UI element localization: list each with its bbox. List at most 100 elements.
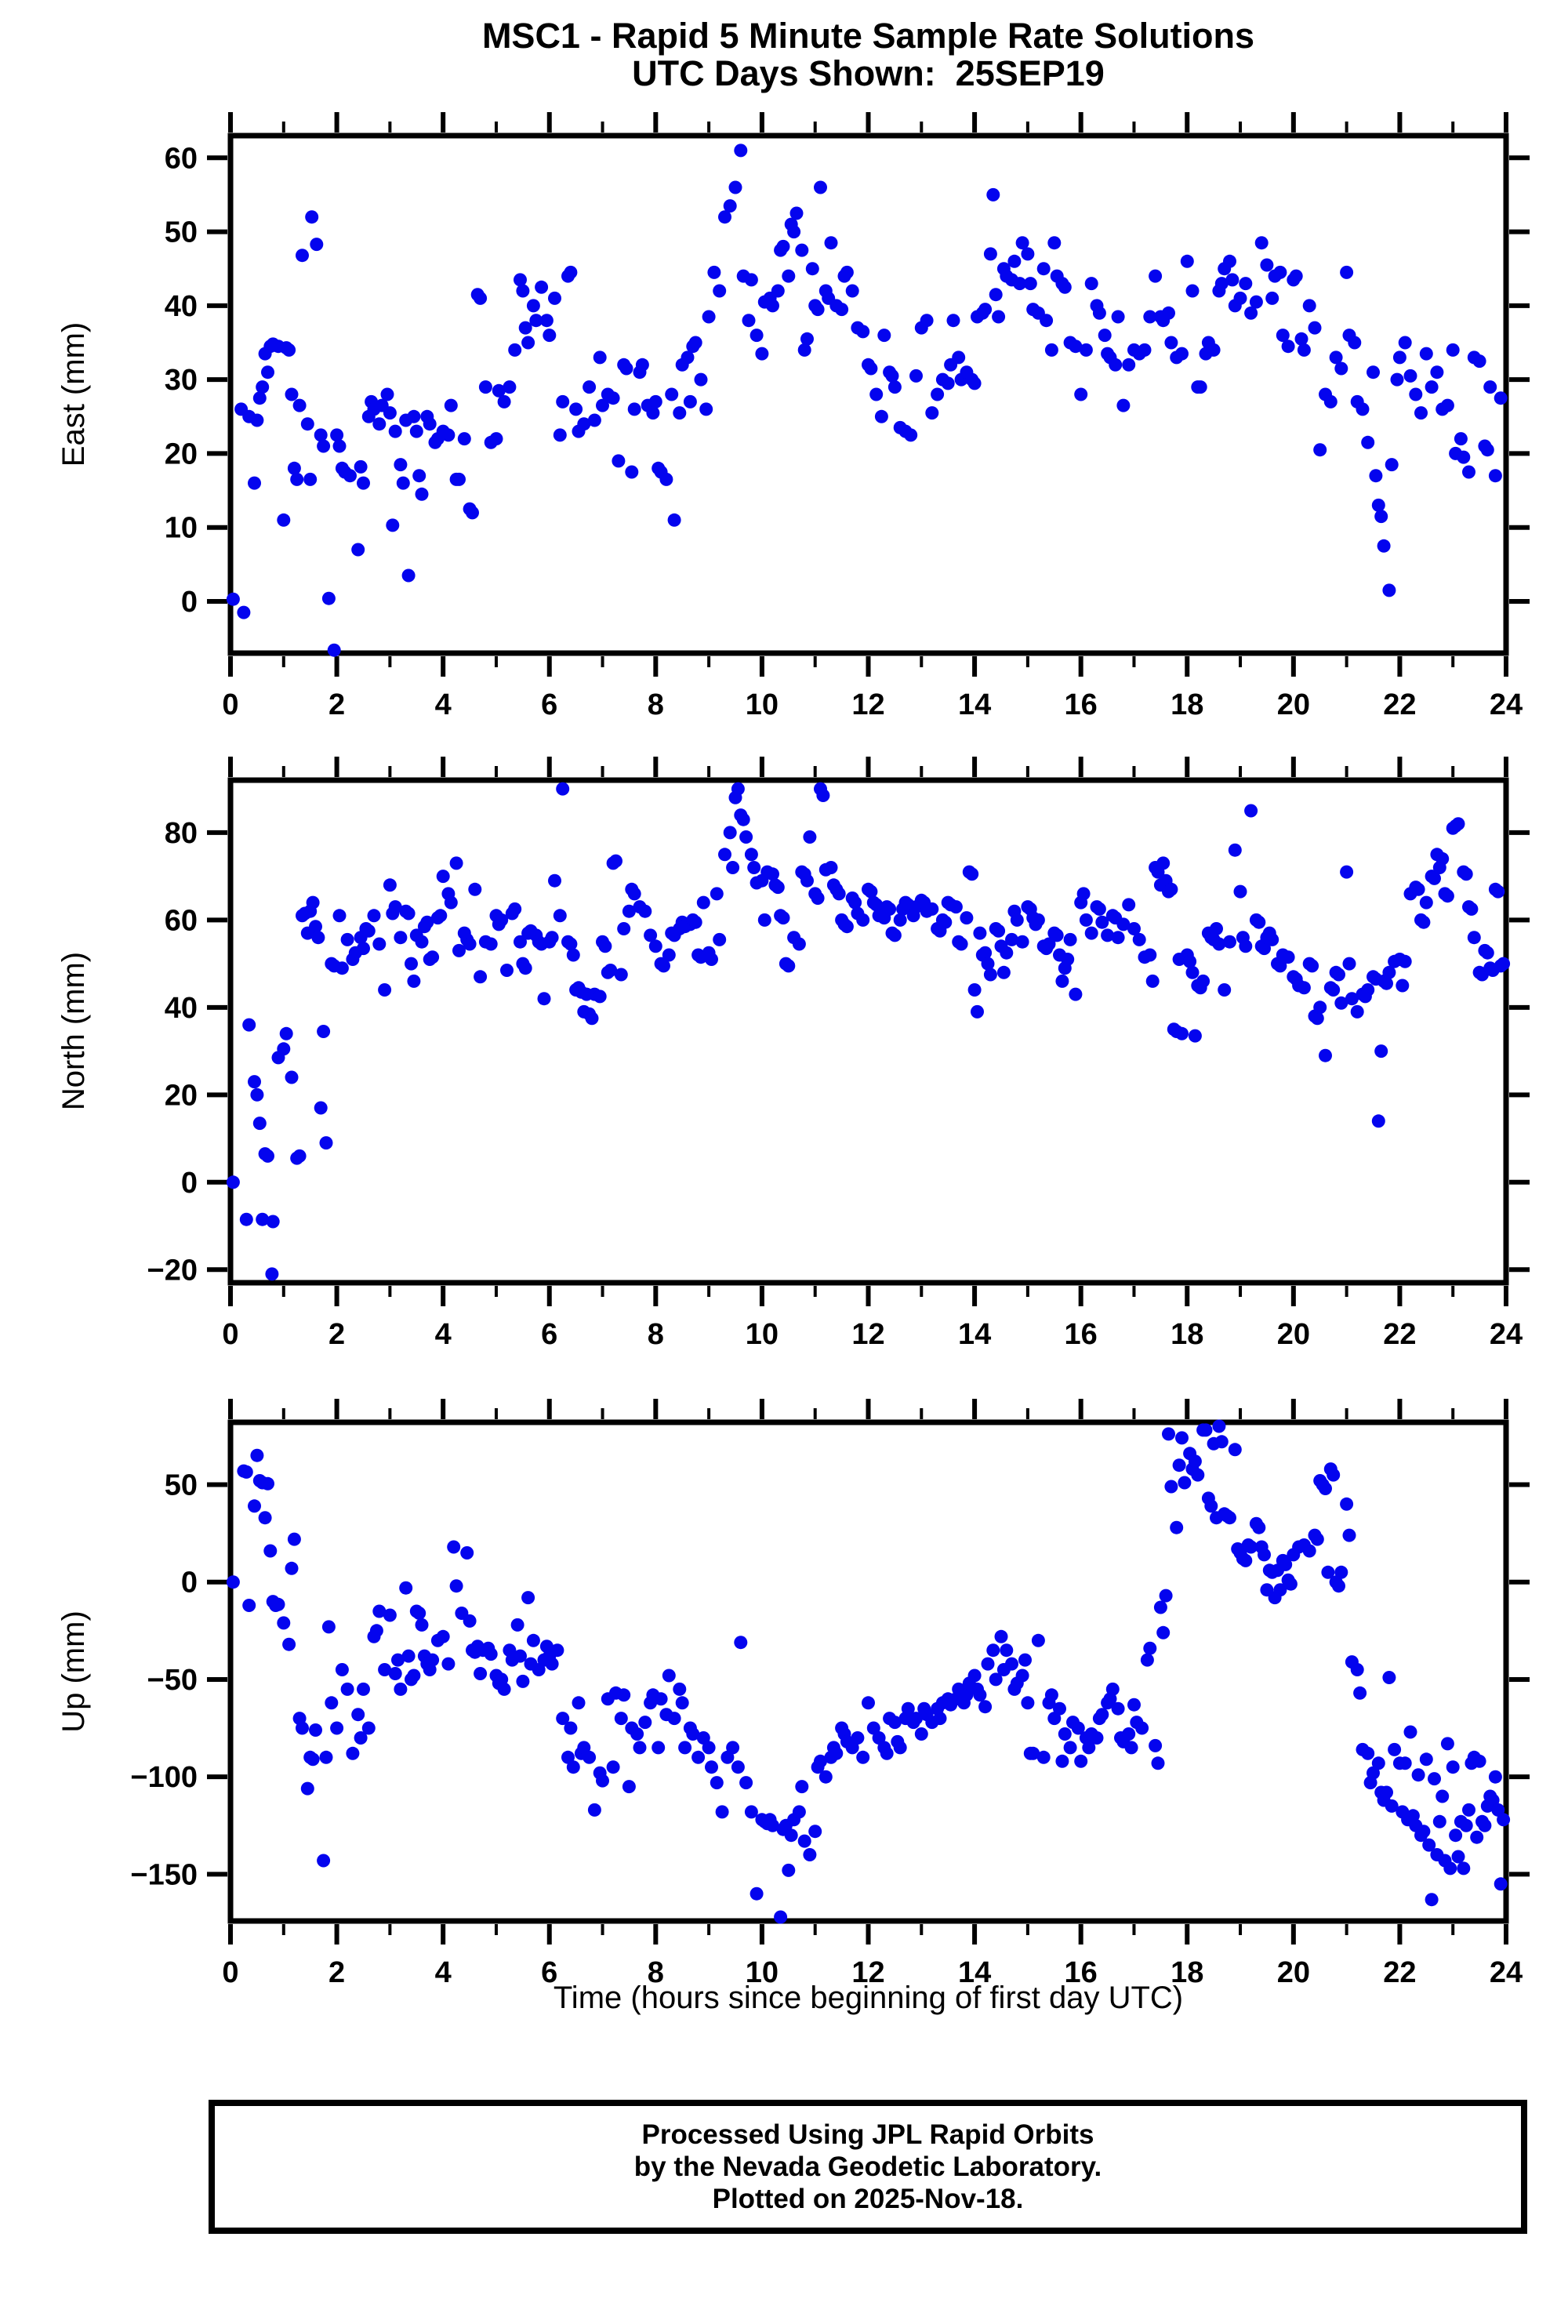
scatter-point bbox=[1382, 583, 1396, 597]
scatter-point bbox=[1371, 1756, 1385, 1770]
scatter-point bbox=[1092, 902, 1106, 916]
scatter-point bbox=[1084, 926, 1098, 940]
scatter-point bbox=[954, 937, 968, 951]
scatter-point bbox=[1124, 1741, 1138, 1755]
scatter-point bbox=[1283, 1577, 1298, 1591]
scatter-point bbox=[1480, 946, 1494, 960]
scatter-point bbox=[277, 1042, 291, 1056]
scatter-point bbox=[1233, 291, 1247, 305]
scatter-point bbox=[1398, 954, 1412, 968]
scatter-point bbox=[1145, 974, 1160, 988]
scatter-point bbox=[285, 1070, 299, 1084]
y-tick-label: 20 bbox=[165, 1079, 198, 1112]
scatter-point bbox=[1199, 1423, 1213, 1437]
scatter-point bbox=[401, 906, 416, 921]
scatter-point bbox=[474, 1667, 488, 1680]
scatter-point bbox=[776, 239, 790, 253]
scatter-point bbox=[497, 1682, 511, 1696]
scatter-point bbox=[1044, 343, 1058, 357]
scatter-point bbox=[688, 915, 702, 929]
scatter-point bbox=[766, 1818, 779, 1832]
scatter-point bbox=[869, 387, 884, 401]
scatter-point bbox=[1361, 435, 1375, 449]
y-tick-label: 0 bbox=[181, 1567, 198, 1600]
scatter-point bbox=[394, 458, 408, 472]
scatter-point bbox=[412, 1607, 426, 1620]
scatter-point bbox=[648, 939, 662, 953]
scatter-point bbox=[1178, 1476, 1192, 1490]
scatter-point bbox=[372, 937, 387, 951]
scatter-point bbox=[332, 439, 347, 453]
scatter-point bbox=[309, 1723, 322, 1737]
scatter-point bbox=[622, 1780, 636, 1794]
scatter-point bbox=[710, 1776, 724, 1790]
scatter-point bbox=[1273, 265, 1287, 279]
scatter-point bbox=[1417, 1825, 1431, 1839]
scatter-point bbox=[1302, 299, 1316, 313]
x-tick-label: 8 bbox=[648, 1318, 664, 1351]
scatter-point bbox=[330, 1721, 344, 1735]
scatter-point bbox=[678, 1741, 692, 1755]
scatter-point bbox=[978, 303, 993, 317]
scatter-point bbox=[718, 848, 731, 862]
scatter-point bbox=[277, 1616, 291, 1630]
scatter-point bbox=[401, 1649, 416, 1663]
scatter-point bbox=[1488, 1770, 1502, 1784]
scatter-point bbox=[449, 856, 463, 870]
scatter-point bbox=[662, 1669, 676, 1683]
scatter-point bbox=[391, 1653, 405, 1667]
scatter-point bbox=[1319, 1482, 1332, 1495]
scatter-point bbox=[818, 1770, 833, 1784]
scatter-point bbox=[1340, 1497, 1354, 1511]
scatter-point bbox=[673, 406, 687, 420]
scatter-point bbox=[1050, 928, 1064, 942]
scatter-point bbox=[688, 336, 702, 350]
scatter-point bbox=[561, 1750, 575, 1764]
scatter-point bbox=[739, 1776, 753, 1790]
scatter-point bbox=[436, 1629, 450, 1643]
scatter-point bbox=[1440, 398, 1454, 412]
scatter-point bbox=[713, 284, 727, 298]
scatter-point bbox=[372, 417, 387, 431]
scatter-point bbox=[248, 1499, 261, 1513]
scatter-point bbox=[983, 968, 997, 982]
scatter-point bbox=[1047, 1712, 1062, 1726]
y-tick-label: 0 bbox=[181, 1167, 198, 1200]
scatter-point bbox=[1432, 1814, 1446, 1828]
scatter-point bbox=[1055, 1754, 1069, 1768]
scatter-point bbox=[1074, 1754, 1088, 1768]
y-tick-label: −150 bbox=[130, 1858, 198, 1891]
scatter-point bbox=[378, 983, 392, 997]
scatter-point bbox=[330, 428, 344, 442]
scatter-point bbox=[357, 1682, 370, 1696]
scatter-point bbox=[310, 238, 324, 252]
scatter-point bbox=[766, 867, 779, 881]
scatter-point bbox=[305, 210, 319, 224]
x-tick-label: 22 bbox=[1383, 1318, 1416, 1351]
scatter-point bbox=[1380, 976, 1393, 990]
scatter-point bbox=[723, 199, 737, 213]
y-tick-label: 80 bbox=[165, 817, 198, 850]
scatter-point bbox=[739, 830, 753, 844]
scatter-point bbox=[543, 329, 557, 343]
scatter-point bbox=[296, 1721, 309, 1735]
scatter-point bbox=[707, 265, 721, 279]
scatter-point bbox=[468, 882, 482, 896]
x-tick-label: 6 bbox=[541, 1318, 557, 1351]
scatter-point bbox=[1015, 236, 1029, 250]
scatter-point bbox=[718, 210, 731, 224]
scatter-point bbox=[1308, 321, 1322, 335]
scatter-point bbox=[314, 1101, 328, 1115]
scatter-point bbox=[1409, 387, 1423, 401]
scatter-point bbox=[1000, 1643, 1014, 1658]
scatter-point bbox=[569, 402, 583, 416]
scatter-point bbox=[1472, 1754, 1486, 1768]
scatter-point bbox=[1204, 1499, 1218, 1513]
scatter-point bbox=[625, 465, 639, 479]
scatter-point bbox=[412, 469, 426, 483]
scatter-point bbox=[1319, 1048, 1332, 1062]
scatter-point bbox=[1175, 1431, 1189, 1445]
scatter-point bbox=[1380, 1785, 1393, 1799]
scatter-point bbox=[667, 513, 681, 527]
